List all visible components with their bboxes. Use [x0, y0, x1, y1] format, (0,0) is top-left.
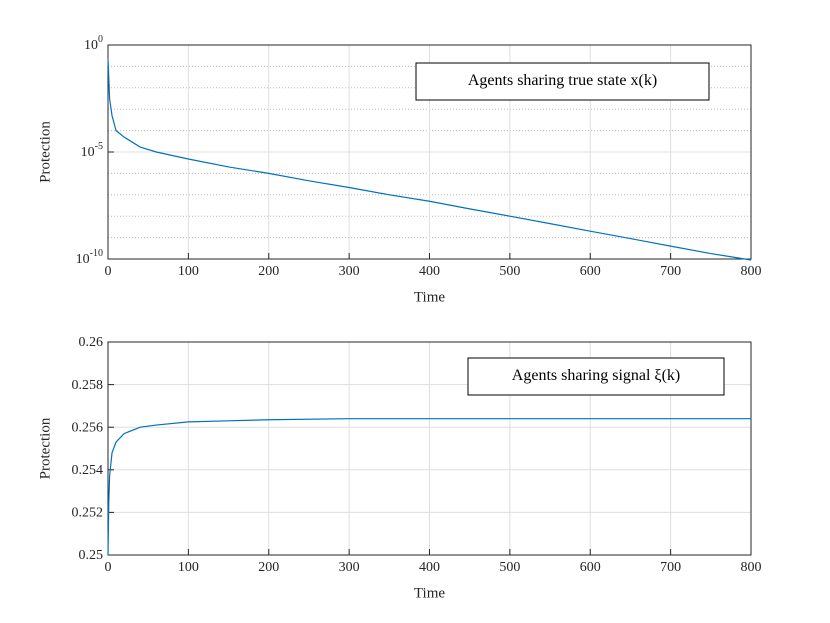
x-axis-label: Time — [414, 585, 445, 601]
x-tick-label: 100 — [178, 264, 199, 279]
x-tick-label: 500 — [499, 560, 520, 575]
y-tick-label: 0.258 — [72, 378, 104, 393]
annotation-box — [467, 357, 725, 396]
annotation-box — [415, 62, 710, 101]
x-tick-label: 200 — [258, 264, 279, 279]
x-tick-label: 700 — [660, 264, 681, 279]
y-tick-label: 0.26 — [79, 335, 104, 350]
annotation: Agents sharing signal ξ(k) — [512, 367, 680, 384]
x-tick-label: 0 — [105, 264, 112, 279]
axes-box — [107, 341, 752, 556]
x-tick-label: 200 — [258, 560, 279, 575]
y-tick-label: 100 — [84, 34, 103, 53]
x-tick-label: 0 — [105, 560, 112, 575]
x-tick-label: 600 — [580, 264, 601, 279]
annotation: Agents sharing true state x(k) — [468, 72, 657, 89]
series-line — [107, 418, 751, 556]
x-tick-label: 700 — [660, 560, 681, 575]
x-tick-label: 800 — [741, 264, 762, 279]
x-tick-label: 100 — [178, 560, 199, 575]
y-axis-label: Protection — [37, 121, 53, 183]
y-tick-label: 0.254 — [72, 463, 104, 478]
x-tick-label: 300 — [339, 560, 360, 575]
x-tick-label: 300 — [339, 264, 360, 279]
x-axis-label: Time — [414, 289, 445, 305]
series-line — [107, 57, 752, 261]
y-tick-label: 0.252 — [72, 506, 104, 521]
x-tick-label: 800 — [741, 560, 762, 575]
y-tick-label: 0.256 — [72, 420, 104, 435]
x-tick-label: 400 — [419, 264, 440, 279]
x-tick-label: 600 — [580, 560, 601, 575]
y-tick-label: 10-10 — [76, 248, 103, 267]
y-axis-label: Protection — [37, 417, 53, 479]
y-tick-label: 10-5 — [81, 141, 103, 160]
axes-box — [107, 44, 752, 260]
x-tick-label: 500 — [499, 264, 520, 279]
x-tick-label: 400 — [419, 560, 440, 575]
y-tick-label: 0.25 — [79, 548, 104, 563]
